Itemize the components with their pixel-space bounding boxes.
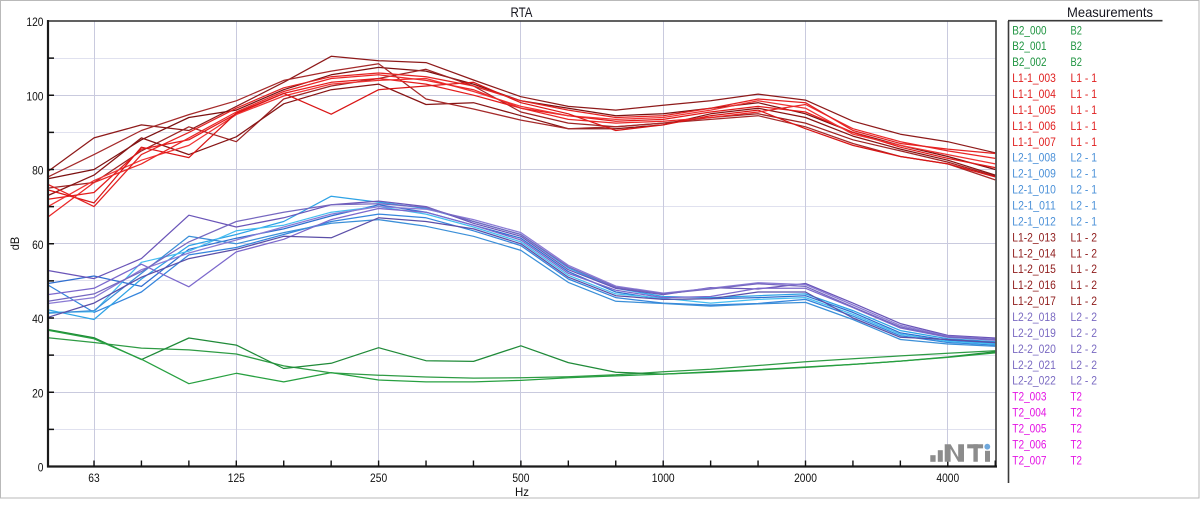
svg-text:L1-1_006: L1-1_006 xyxy=(1012,119,1056,133)
svg-text:L1-2_014: L1-2_014 xyxy=(1012,246,1056,260)
svg-text:L2 - 1: L2 - 1 xyxy=(1071,151,1098,165)
svg-text:T2_006: T2_006 xyxy=(1012,437,1046,451)
svg-text:20: 20 xyxy=(32,386,44,400)
svg-text:L2 - 2: L2 - 2 xyxy=(1071,326,1098,340)
svg-text:500: 500 xyxy=(512,471,529,485)
svg-text:B2: B2 xyxy=(1071,23,1083,37)
svg-text:T2: T2 xyxy=(1071,453,1083,467)
svg-text:L1-2_016: L1-2_016 xyxy=(1012,278,1056,292)
svg-text:L2-1_008: L2-1_008 xyxy=(1012,151,1056,165)
svg-text:L1 - 1: L1 - 1 xyxy=(1071,71,1098,85)
svg-text:L1-2_013: L1-2_013 xyxy=(1012,230,1056,244)
svg-text:L2 - 2: L2 - 2 xyxy=(1071,310,1098,324)
svg-text:L1 - 1: L1 - 1 xyxy=(1071,87,1098,101)
svg-text:L1-1_005: L1-1_005 xyxy=(1012,103,1056,117)
svg-text:L2-2_018: L2-2_018 xyxy=(1012,310,1056,324)
svg-text:L2-2_019: L2-2_019 xyxy=(1012,326,1056,340)
svg-text:T2_003: T2_003 xyxy=(1012,390,1046,404)
svg-text:1000: 1000 xyxy=(652,471,675,485)
svg-text:L2 - 1: L2 - 1 xyxy=(1071,198,1098,212)
svg-text:L2-1_011: L2-1_011 xyxy=(1012,198,1056,212)
svg-text:T2_004: T2_004 xyxy=(1012,406,1046,420)
svg-text:0: 0 xyxy=(38,461,44,475)
svg-text:L1 - 1: L1 - 1 xyxy=(1071,119,1098,133)
svg-text:T2: T2 xyxy=(1071,406,1083,420)
svg-text:L2-1_010: L2-1_010 xyxy=(1012,183,1056,197)
svg-text:2000: 2000 xyxy=(794,471,817,485)
svg-text:L1 - 2: L1 - 2 xyxy=(1071,262,1098,276)
svg-text:L2 - 2: L2 - 2 xyxy=(1071,374,1098,388)
svg-text:B2: B2 xyxy=(1071,39,1083,53)
svg-text:L1 - 2: L1 - 2 xyxy=(1071,294,1098,308)
svg-text:dB: dB xyxy=(8,237,22,251)
svg-text:120: 120 xyxy=(26,15,43,29)
svg-text:T2_005: T2_005 xyxy=(1012,421,1046,435)
svg-text:T2: T2 xyxy=(1071,390,1083,404)
svg-text:L1 - 2: L1 - 2 xyxy=(1071,246,1098,260)
svg-text:B2_002: B2_002 xyxy=(1012,55,1046,69)
svg-text:B2: B2 xyxy=(1071,55,1083,69)
svg-text:100: 100 xyxy=(26,89,43,103)
svg-text:L2 - 2: L2 - 2 xyxy=(1071,358,1098,372)
svg-text:T2_007: T2_007 xyxy=(1012,453,1046,467)
svg-text:L1-2_017: L1-2_017 xyxy=(1012,294,1056,308)
svg-text:63: 63 xyxy=(88,471,100,485)
svg-text:L1 - 1: L1 - 1 xyxy=(1071,103,1098,117)
svg-text:L1-1_007: L1-1_007 xyxy=(1012,135,1056,149)
svg-text:80: 80 xyxy=(32,164,44,178)
svg-text:T2: T2 xyxy=(1071,437,1083,451)
svg-text:4000: 4000 xyxy=(936,471,959,485)
svg-text:T2: T2 xyxy=(1071,421,1083,435)
svg-text:Hz: Hz xyxy=(515,485,529,499)
svg-text:L2-1_012: L2-1_012 xyxy=(1012,214,1056,228)
svg-text:L2-2_022: L2-2_022 xyxy=(1012,374,1056,388)
svg-text:Measurements: Measurements xyxy=(1067,4,1153,20)
svg-text:L1 - 1: L1 - 1 xyxy=(1071,135,1098,149)
svg-text:RTA: RTA xyxy=(511,4,534,20)
svg-text:L1-1_003: L1-1_003 xyxy=(1012,71,1056,85)
svg-text:L1 - 2: L1 - 2 xyxy=(1071,278,1098,292)
svg-text:40: 40 xyxy=(32,312,44,326)
svg-text:125: 125 xyxy=(228,471,245,485)
svg-text:L2 - 1: L2 - 1 xyxy=(1071,167,1098,181)
svg-text:L2 - 1: L2 - 1 xyxy=(1071,183,1098,197)
svg-text:L1-1_004: L1-1_004 xyxy=(1012,87,1056,101)
svg-text:B2_001: B2_001 xyxy=(1012,39,1046,53)
svg-text:60: 60 xyxy=(32,238,44,252)
svg-text:L2 - 2: L2 - 2 xyxy=(1071,342,1098,356)
svg-text:L1 - 2: L1 - 2 xyxy=(1071,230,1098,244)
svg-text:250: 250 xyxy=(370,471,387,485)
svg-text:L1-2_015: L1-2_015 xyxy=(1012,262,1056,276)
svg-text:L2 - 1: L2 - 1 xyxy=(1071,214,1098,228)
svg-text:L2-2_021: L2-2_021 xyxy=(1012,358,1056,372)
svg-text:L2-1_009: L2-1_009 xyxy=(1012,167,1056,181)
svg-text:B2_000: B2_000 xyxy=(1012,23,1046,37)
svg-text:L2-2_020: L2-2_020 xyxy=(1012,342,1056,356)
